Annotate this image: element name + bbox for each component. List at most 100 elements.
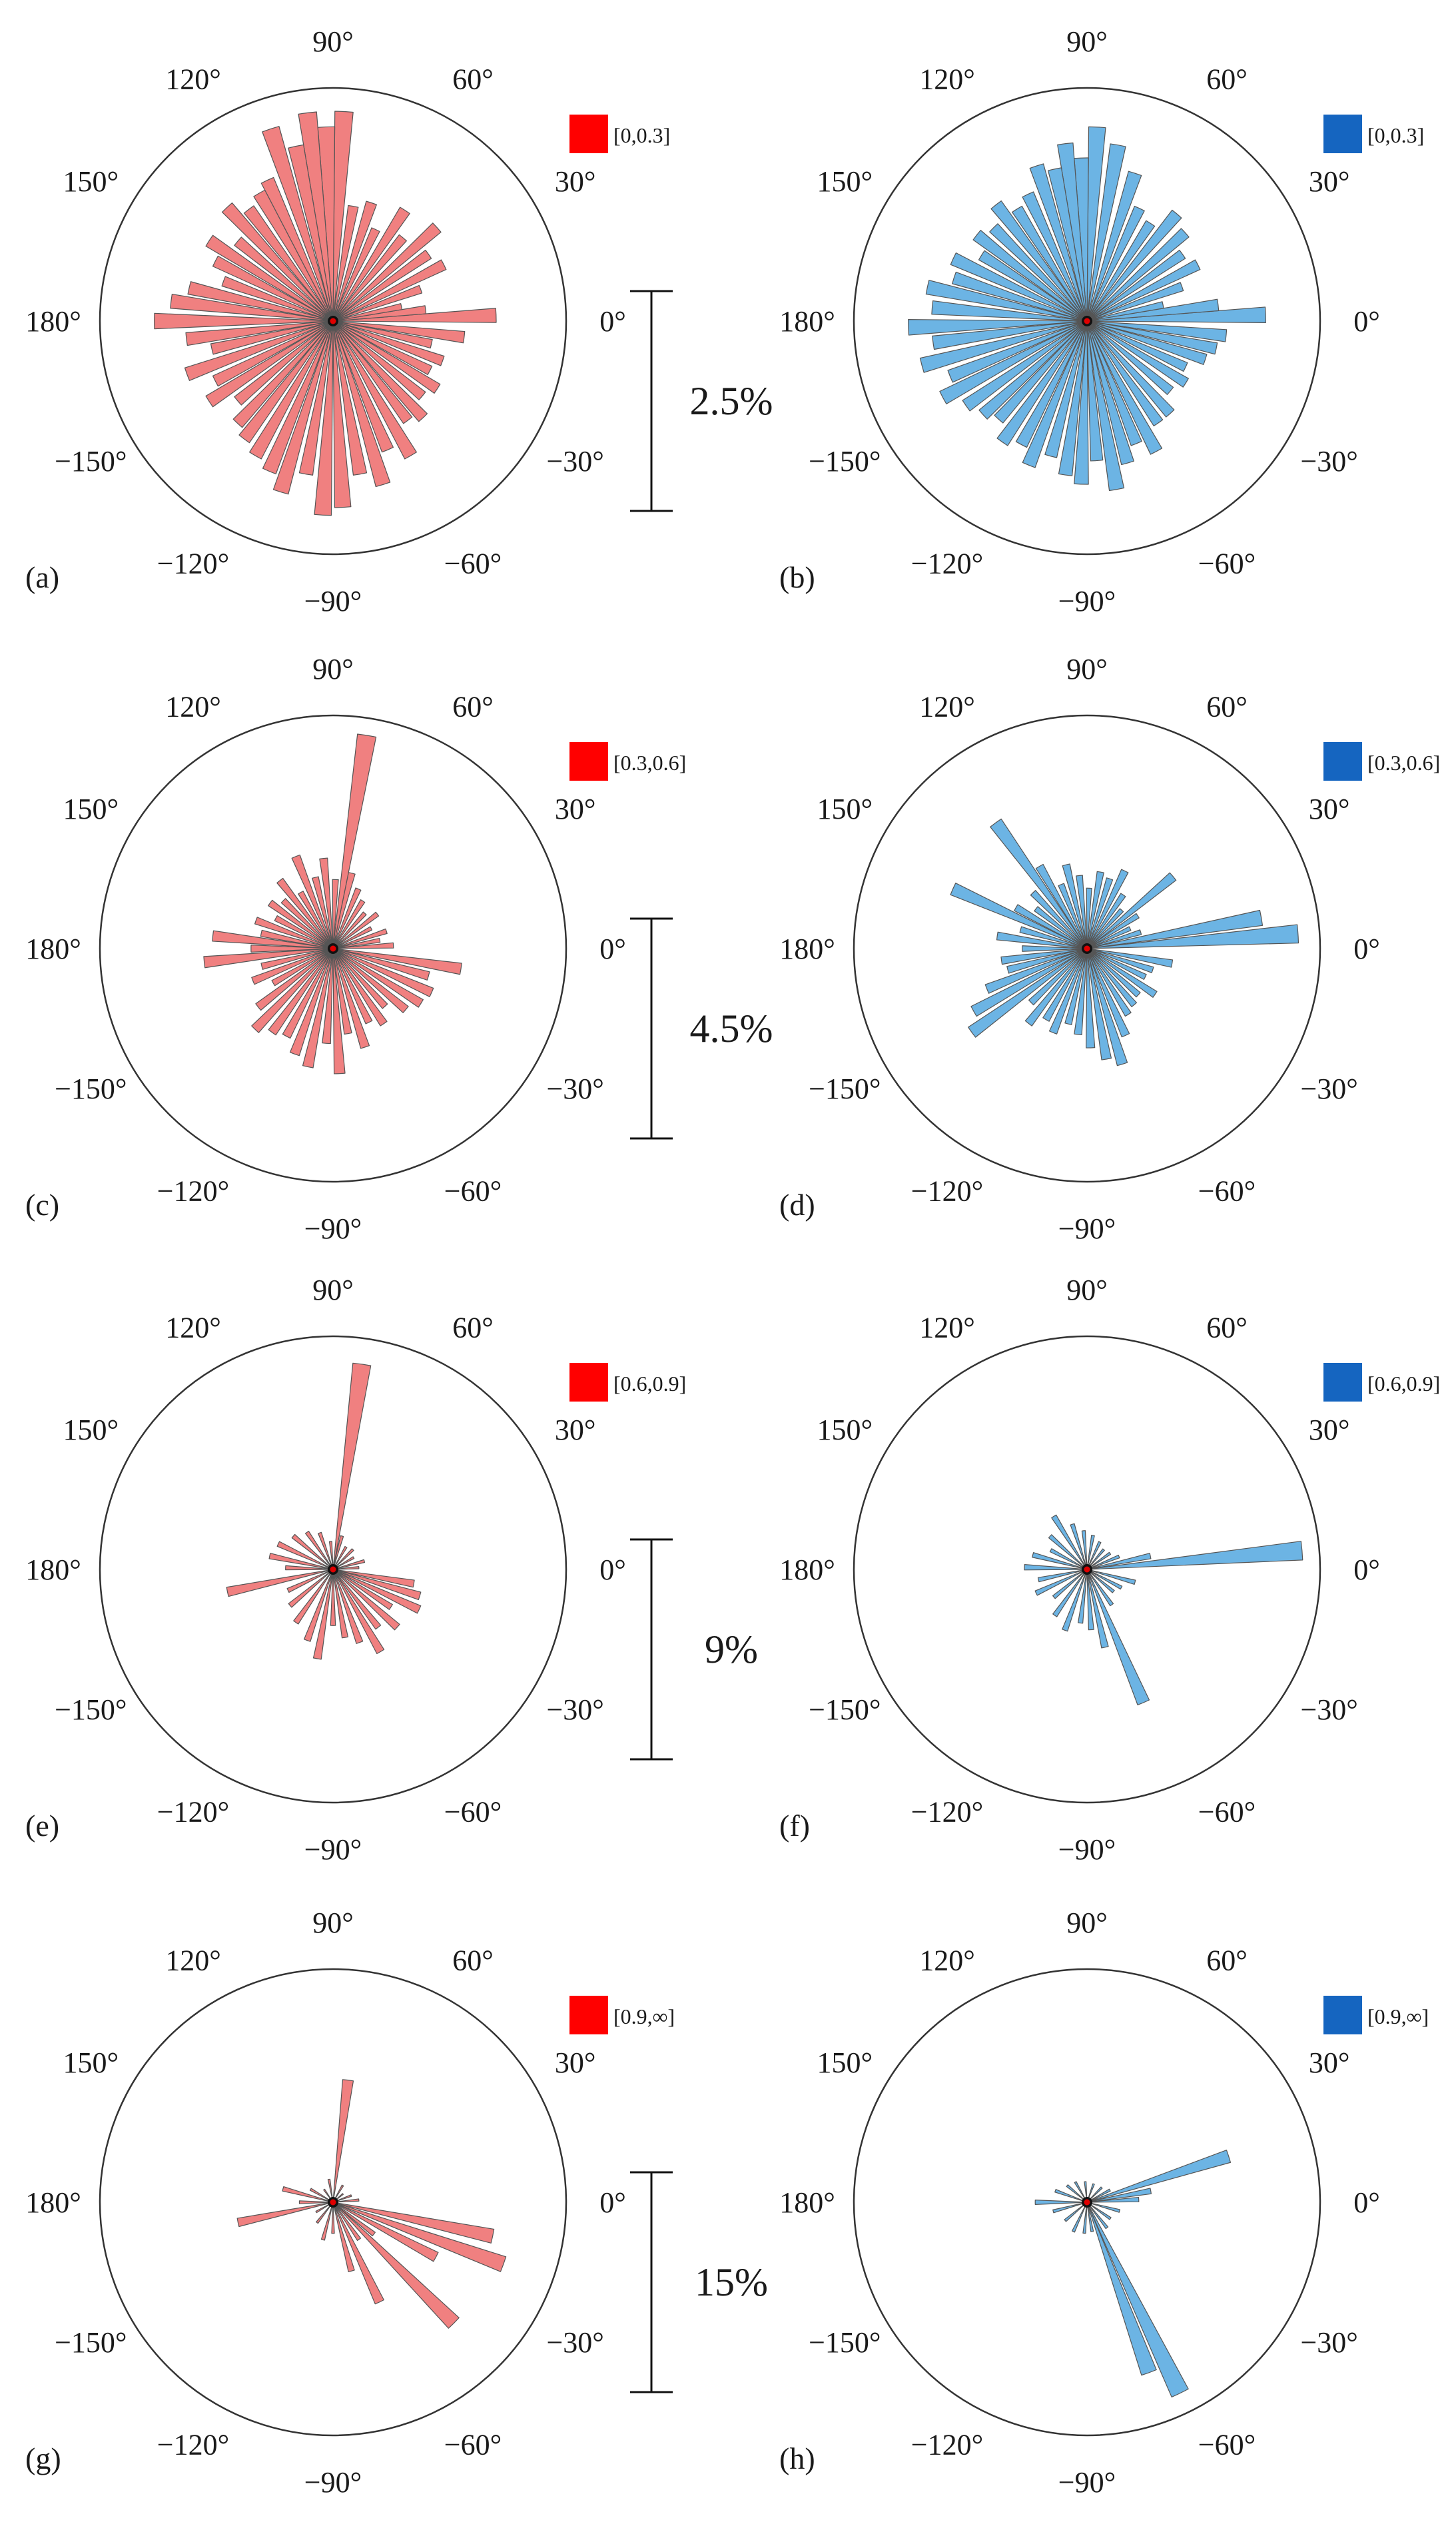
rose-bar [1086, 869, 1129, 949]
rose-bar [1086, 872, 1177, 949]
rose-bar [255, 948, 334, 1011]
rose-bar [243, 205, 334, 322]
rose-bar [1086, 249, 1186, 322]
center-marker [1084, 945, 1090, 952]
rose-bar [1086, 913, 1140, 949]
angle-tick-label: 120° [919, 1311, 975, 1344]
rose-bar [332, 111, 354, 322]
legend-label: [0,0.3] [1367, 123, 1424, 147]
rose-bar [1086, 320, 1188, 372]
angle-tick-label: 60° [452, 1944, 494, 1976]
legend-swatch [569, 1363, 608, 1402]
angle-tick-label: −90° [1058, 2466, 1116, 2499]
polar-outer-circle [99, 87, 567, 556]
angle-tick-label: 120° [165, 63, 221, 95]
angle-tick-label: 0° [1353, 933, 1380, 965]
angle-tick-label: 120° [919, 63, 975, 95]
angle-tick-label: 180° [25, 305, 81, 338]
rose-bar [332, 2079, 354, 2203]
rose-bar [1086, 306, 1266, 323]
angle-tick-label: −60° [444, 2429, 502, 2461]
angle-tick-label: 90° [312, 653, 354, 685]
rose-bar [970, 948, 1088, 1017]
rose-bar [332, 320, 413, 424]
angle-tick-label: 60° [1206, 690, 1248, 723]
rose-bar [1052, 1569, 1088, 1599]
rose-bar [1086, 2188, 1152, 2203]
rose-bar [1019, 926, 1088, 949]
center-marker [330, 1566, 336, 1573]
rose-bar [234, 236, 334, 322]
rose-bar [332, 948, 352, 1035]
angle-tick-label: −150° [55, 1693, 127, 1726]
rose-bar [332, 2202, 507, 2272]
angle-tick-label: 150° [817, 2046, 873, 2079]
rose-bar [1086, 228, 1190, 322]
rose-bar [332, 234, 407, 322]
angle-tick-label: 90° [312, 1906, 354, 1939]
rose-bar [1086, 948, 1112, 1060]
rose-bar [1086, 320, 1134, 466]
angle-tick-label: −150° [55, 445, 127, 478]
rose-bar [950, 252, 1088, 322]
rose-bar [327, 2178, 334, 2203]
rose-bar [332, 948, 409, 1013]
angle-tick-label: −30° [1300, 1072, 1357, 1105]
angle-tick-label: 90° [1066, 1906, 1108, 1939]
rose-bar [332, 948, 346, 1074]
angle-tick-label: 0° [1353, 305, 1380, 338]
rose-bar [332, 1569, 364, 1644]
angle-tick-label: −90° [304, 585, 362, 618]
rose-bar [154, 312, 334, 330]
angle-tick-label: −30° [546, 445, 603, 478]
angle-tick-label: −120° [911, 1796, 983, 1829]
panel-label: (h) [779, 2441, 815, 2475]
angle-tick-label: 150° [63, 165, 119, 198]
polar-outer-circle [99, 1335, 567, 1804]
rose-bar [319, 857, 334, 949]
rose-bar [330, 1569, 336, 1626]
rose-bar [1086, 948, 1128, 1066]
legend-label: [0.9,∞] [613, 2004, 675, 2028]
rose-bar [989, 223, 1088, 322]
rose-bar [984, 948, 1088, 994]
rose-bar [291, 1533, 334, 1570]
rose-bar [332, 926, 373, 949]
angle-tick-label: −90° [1058, 585, 1116, 618]
angle-tick-label: −120° [157, 2429, 229, 2461]
rose-bar [274, 915, 334, 949]
legend-swatch [1323, 115, 1362, 153]
rose-bar [282, 2186, 334, 2203]
angle-tick-label: 30° [555, 2046, 596, 2079]
rose-bar [332, 942, 394, 949]
rose-bar [1086, 320, 1218, 355]
rose-bar [931, 300, 1088, 322]
angle-tick-label: −30° [1300, 2326, 1357, 2359]
rose-bar [1086, 1569, 1150, 1705]
angle-tick-label: 90° [1066, 1274, 1108, 1306]
polar-outer-circle [99, 714, 567, 1183]
rose-bar [288, 1569, 334, 1608]
angle-tick-label: −150° [55, 2326, 127, 2359]
rose-bar [332, 284, 423, 322]
rose-bar [332, 308, 497, 323]
rose-bar [1000, 948, 1088, 965]
angle-tick-label: 60° [1206, 1944, 1248, 1976]
rose-bar [332, 879, 339, 949]
rose-bar [1071, 2202, 1088, 2233]
rose-bar [309, 2188, 334, 2203]
rose-bar [212, 255, 334, 322]
rose-bar [1086, 126, 1106, 322]
rose-bar [298, 891, 334, 949]
rose-bar [962, 320, 1088, 412]
rose-bar [1032, 1552, 1088, 1570]
rose-bar [1086, 924, 1299, 949]
rose-bar [1066, 2184, 1088, 2203]
rose-bar [332, 1545, 348, 1570]
angle-tick-label: −120° [911, 548, 983, 580]
angle-tick-label: 150° [817, 165, 873, 198]
rose-bar [1048, 948, 1088, 1035]
rose-bar [1086, 1569, 1109, 1649]
angle-tick-label: 150° [63, 2046, 119, 2079]
